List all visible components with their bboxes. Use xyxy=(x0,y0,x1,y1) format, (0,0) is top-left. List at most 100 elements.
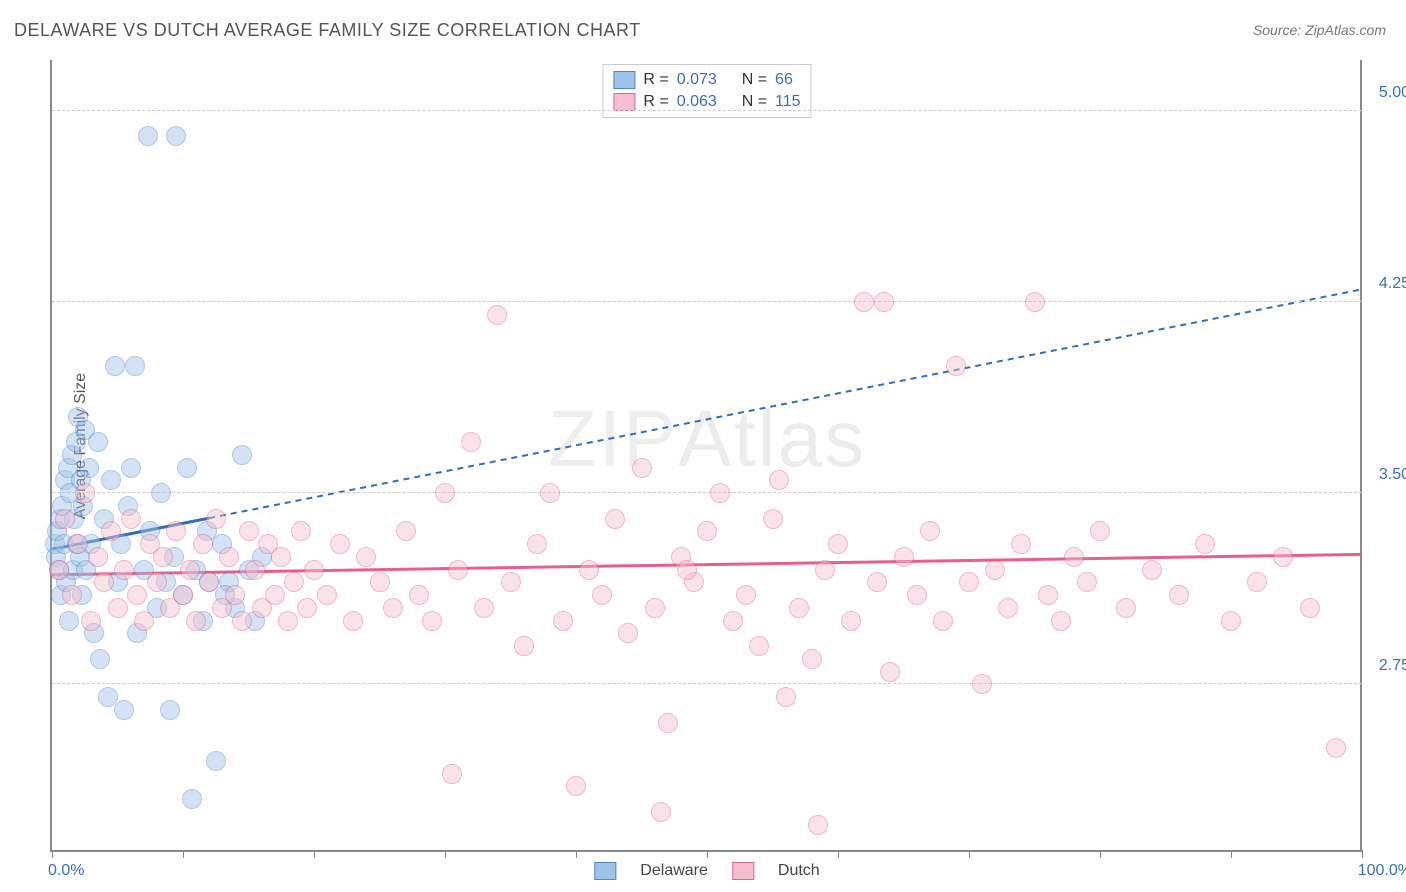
scatter-point xyxy=(933,611,953,631)
scatter-point xyxy=(134,611,154,631)
scatter-point xyxy=(1090,521,1110,541)
scatter-point xyxy=(972,674,992,694)
gridline xyxy=(52,301,1362,302)
scatter-point xyxy=(215,585,235,605)
x-tick xyxy=(1362,850,1363,858)
scatter-point xyxy=(632,458,652,478)
scatter-point xyxy=(880,662,900,682)
scatter-point xyxy=(684,572,704,592)
scatter-point xyxy=(50,509,70,529)
scatter-point xyxy=(55,509,75,529)
scatter-point xyxy=(173,585,193,605)
scatter-point xyxy=(90,649,110,669)
scatter-point xyxy=(101,521,121,541)
scatter-point xyxy=(907,585,927,605)
scatter-point xyxy=(125,356,145,376)
scatter-point xyxy=(605,509,625,529)
scatter-point xyxy=(62,445,82,465)
y-tick-label: 2.75 xyxy=(1379,657,1406,675)
scatter-point xyxy=(114,700,134,720)
scatter-point xyxy=(56,572,76,592)
scatter-point xyxy=(164,547,184,567)
scatter-point xyxy=(59,611,79,631)
n-label: N = xyxy=(742,69,767,91)
scatter-point xyxy=(854,292,874,312)
scatter-point xyxy=(1273,547,1293,567)
scatter-point xyxy=(98,687,118,707)
scatter-point xyxy=(1011,534,1031,554)
scatter-point xyxy=(212,534,232,554)
scatter-point xyxy=(304,560,324,580)
x-tick xyxy=(314,850,315,858)
scatter-point xyxy=(232,445,252,465)
x-tick xyxy=(52,850,53,858)
scatter-point xyxy=(66,432,86,452)
x-tick xyxy=(445,850,446,858)
scatter-point xyxy=(81,611,101,631)
scatter-point xyxy=(239,560,259,580)
scatter-point xyxy=(514,636,534,656)
scatter-point xyxy=(998,598,1018,618)
scatter-point xyxy=(474,598,494,618)
scatter-point xyxy=(258,534,278,554)
scatter-point xyxy=(422,611,442,631)
scatter-point xyxy=(1077,572,1097,592)
right-axis xyxy=(1360,60,1362,850)
scatter-point xyxy=(219,547,239,567)
scatter-point xyxy=(76,560,96,580)
watermark-bold: ZIP xyxy=(548,394,678,483)
gridline xyxy=(52,110,1362,111)
scatter-point xyxy=(291,521,311,541)
scatter-point xyxy=(49,560,69,580)
series-legend: Delaware Dutch xyxy=(594,862,819,880)
scatter-point xyxy=(1064,547,1084,567)
scatter-point xyxy=(1169,585,1189,605)
scatter-point xyxy=(566,776,586,796)
scatter-point xyxy=(140,534,160,554)
scatter-point xyxy=(252,547,272,567)
scatter-point xyxy=(1247,572,1267,592)
scatter-point xyxy=(874,292,894,312)
legend-row-delaware: R = 0.073 N = 66 xyxy=(613,69,800,91)
y-tick-label: 5.00 xyxy=(1379,84,1406,102)
scatter-point xyxy=(383,598,403,618)
scatter-point xyxy=(67,534,87,554)
scatter-point xyxy=(959,572,979,592)
scatter-point xyxy=(232,611,252,631)
scatter-point xyxy=(645,598,665,618)
scatter-point xyxy=(108,598,128,618)
scatter-point xyxy=(461,432,481,452)
scatter-point xyxy=(894,547,914,567)
scatter-point xyxy=(79,458,99,478)
scatter-point xyxy=(370,572,390,592)
scatter-point xyxy=(592,585,612,605)
scatter-point xyxy=(193,611,213,631)
scatter-point xyxy=(219,572,239,592)
scatter-point xyxy=(776,687,796,707)
scatter-point xyxy=(212,598,232,618)
scatter-point xyxy=(265,585,285,605)
scatter-point xyxy=(330,534,350,554)
scatter-point xyxy=(343,611,363,631)
swatch-delaware xyxy=(594,862,616,880)
scatter-point xyxy=(49,560,69,580)
scatter-point xyxy=(206,509,226,529)
scatter-point xyxy=(245,611,265,631)
scatter-point xyxy=(45,534,65,554)
scatter-point xyxy=(749,636,769,656)
x-axis-max-label: 100.0% xyxy=(1358,862,1406,880)
scatter-point xyxy=(985,560,1005,580)
scatter-point xyxy=(177,458,197,478)
scatter-point xyxy=(140,521,160,541)
scatter-point xyxy=(147,572,167,592)
scatter-point xyxy=(1142,560,1162,580)
scatter-point xyxy=(173,585,193,605)
scatter-point xyxy=(736,585,756,605)
source-name: ZipAtlas.com xyxy=(1305,22,1386,38)
scatter-point xyxy=(867,572,887,592)
scatter-point xyxy=(579,560,599,580)
scatter-point xyxy=(808,815,828,835)
scatter-point xyxy=(271,547,291,567)
scatter-point xyxy=(52,496,72,516)
x-tick xyxy=(838,850,839,858)
